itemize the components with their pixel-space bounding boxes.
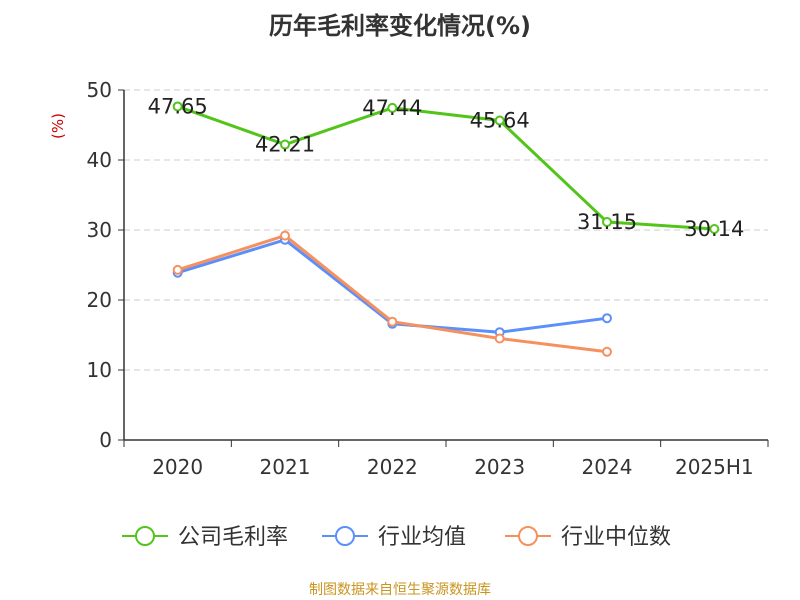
legend-label: 公司毛利率 bbox=[178, 525, 288, 550]
data-point[interactable] bbox=[387, 102, 398, 113]
data-point[interactable] bbox=[602, 346, 612, 357]
data-label: 30.14 bbox=[684, 217, 744, 241]
legend-marker bbox=[135, 526, 155, 546]
series bbox=[172, 101, 720, 357]
series-line-0 bbox=[177, 105, 715, 231]
data-labels: 47.65 42.21 47.44 45.64 31.15 30.14 bbox=[148, 94, 745, 241]
x-tick-label: 2023 bbox=[474, 455, 525, 479]
legend-item-2[interactable]: 行业中位数 bbox=[505, 525, 671, 550]
data-point[interactable] bbox=[494, 115, 505, 126]
x-tick-label: 2021 bbox=[260, 455, 311, 479]
data-point[interactable] bbox=[280, 230, 290, 241]
data-point[interactable] bbox=[172, 264, 183, 275]
legend-marker bbox=[518, 526, 538, 546]
legend-marker bbox=[335, 526, 355, 546]
data-source-note: 制图数据来自恒生聚源数据库 bbox=[309, 582, 491, 598]
data-point[interactable] bbox=[602, 216, 612, 227]
data-point[interactable] bbox=[602, 313, 612, 324]
data-point[interactable] bbox=[494, 333, 505, 344]
y-tick-label: 30 bbox=[87, 218, 112, 242]
chart-title: 历年毛利率变化情况(%) bbox=[269, 12, 531, 40]
y-tick-label: 20 bbox=[87, 288, 112, 312]
y-tick-label: 10 bbox=[87, 358, 112, 382]
y-tick-label: 50 bbox=[87, 78, 112, 102]
y-tick-label: 0 bbox=[99, 428, 112, 452]
data-label: 45.64 bbox=[470, 109, 530, 133]
y-tick-label: 40 bbox=[87, 148, 112, 172]
y-axis-label: (%) bbox=[49, 113, 67, 139]
x-tick-label: 2020 bbox=[152, 455, 203, 479]
data-label: 42.21 bbox=[255, 133, 315, 157]
legend-item-0[interactable]: 公司毛利率 bbox=[122, 525, 288, 550]
axes: 0 10 20 30 40 50 2020 2021 2022 2023 2024 2025H1 bbox=[87, 78, 769, 479]
data-point[interactable] bbox=[280, 139, 290, 150]
legend-label: 行业均值 bbox=[378, 525, 466, 550]
x-tick-label: 2022 bbox=[367, 455, 418, 479]
legend-item-1[interactable]: 行业均值 bbox=[322, 525, 466, 550]
legend[interactable]: 公司毛利率 行业均值 行业中位数 bbox=[122, 525, 671, 550]
data-label: 47.65 bbox=[148, 94, 208, 118]
x-tick-label: 2024 bbox=[582, 455, 633, 479]
x-tick-label: 2025H1 bbox=[675, 455, 754, 479]
data-point[interactable] bbox=[709, 224, 720, 235]
data-label: 47.44 bbox=[362, 96, 422, 120]
data-point[interactable] bbox=[172, 101, 183, 112]
data-label: 31.15 bbox=[577, 210, 637, 234]
grid-lines bbox=[124, 89, 768, 371]
legend-label: 行业中位数 bbox=[561, 525, 671, 550]
data-point[interactable] bbox=[387, 316, 398, 327]
